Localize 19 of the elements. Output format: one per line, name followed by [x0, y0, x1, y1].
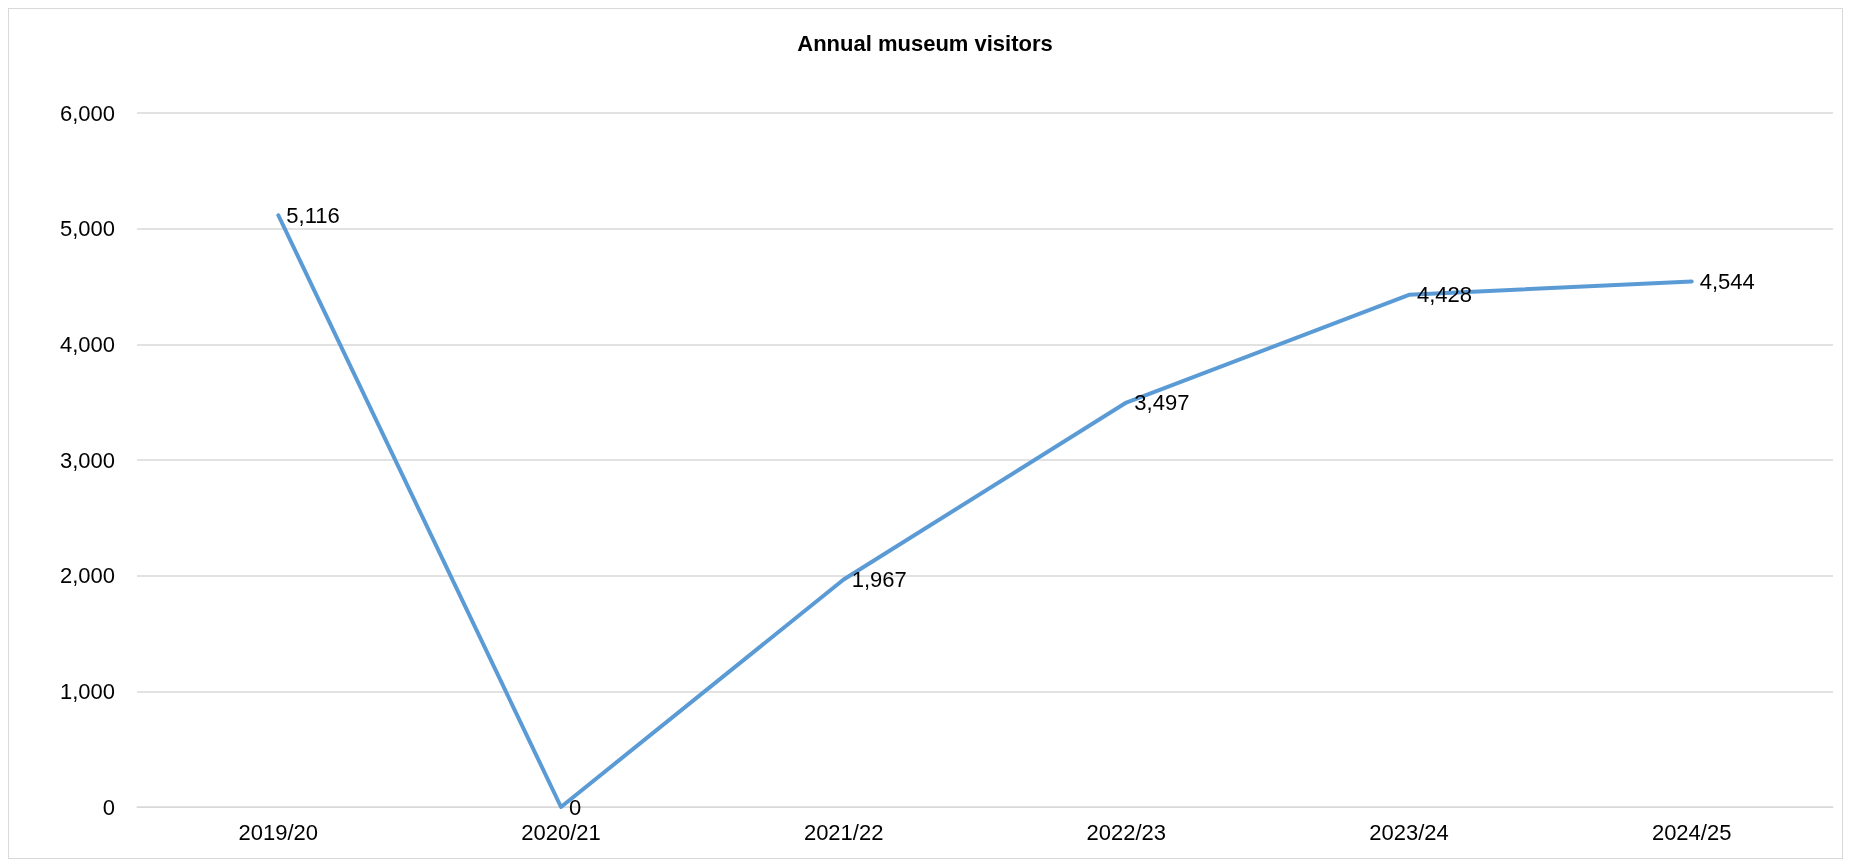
x-tick-label: 2019/20 — [238, 819, 319, 845]
y-tick-label: 4,000 — [59, 331, 115, 357]
y-tick-label: 6,000 — [59, 100, 115, 126]
x-tick-label: 2020/21 — [521, 819, 601, 845]
y-tick-label: 1,000 — [59, 678, 115, 704]
data-label: 4,544 — [1699, 268, 1755, 294]
y-tick-label: 5,000 — [59, 216, 115, 242]
y-tick-label: 3,000 — [59, 447, 115, 473]
y-tick-label: 2,000 — [59, 563, 115, 589]
chart-title: Annual museum visitors — [797, 30, 1053, 56]
data-label: 5,116 — [286, 202, 340, 228]
data-label: 0 — [569, 794, 582, 820]
x-tick-label: 2021/22 — [803, 819, 884, 845]
data-label: 3,497 — [1134, 390, 1190, 416]
x-tick-label: 2022/23 — [1086, 819, 1167, 845]
x-tick-label: 2024/25 — [1651, 819, 1732, 845]
x-tick-label: 2023/24 — [1369, 819, 1449, 845]
y-tick-label: 0 — [102, 794, 115, 820]
data-label: 1,967 — [851, 566, 907, 592]
